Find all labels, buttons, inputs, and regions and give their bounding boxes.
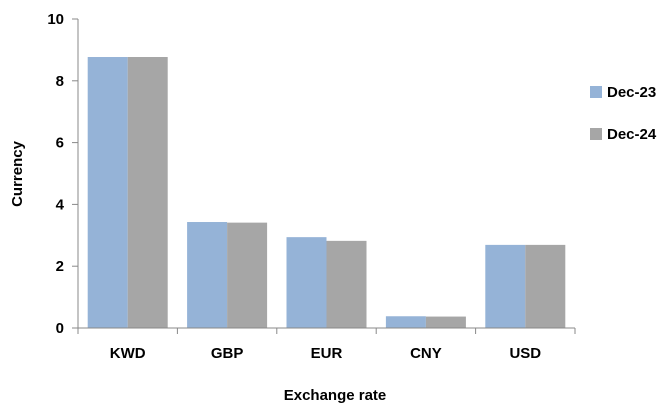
bar-dec-23-usd <box>485 244 526 328</box>
y-tick-label: 6 <box>56 135 64 152</box>
y-tick-label: 2 <box>56 258 64 275</box>
x-tick-label: KWD <box>110 345 146 362</box>
y-tick-label: 10 <box>47 11 64 28</box>
bar-dec-24-eur <box>326 240 367 328</box>
legend: Dec-23 Dec-24 <box>590 84 657 143</box>
bar-dec-23-eur <box>286 237 327 328</box>
bar-dec-24-usd <box>525 244 566 328</box>
bar-dec-24-kwd <box>127 57 168 329</box>
x-tick-label: EUR <box>311 345 343 362</box>
bars-group <box>87 57 566 329</box>
bar-dec-23-gbp <box>187 222 228 328</box>
y-tick-label: 8 <box>56 73 64 90</box>
y-axis-title: Currency <box>9 140 26 207</box>
bar-dec-23-cny <box>385 316 426 328</box>
legend-label: Dec-24 <box>607 126 657 143</box>
x-tick-label: GBP <box>211 345 244 362</box>
legend-label: Dec-23 <box>607 84 656 101</box>
legend-swatch <box>590 128 602 140</box>
x-tick-label: USD <box>509 345 541 362</box>
x-ticks-group: KWD GBP EUR CNY USD <box>77 328 576 362</box>
y-ticks-group: 0 2 4 6 8 10 <box>47 11 78 337</box>
bar-dec-24-cny <box>425 316 466 328</box>
x-axis-title: Exchange rate <box>284 387 387 404</box>
y-tick-label: 0 <box>56 320 64 337</box>
x-tick-label: CNY <box>410 345 442 362</box>
bar-dec-24-gbp <box>227 222 268 328</box>
plot-area: 0 2 4 6 8 10 KWD GBP EUR CNY USD <box>47 11 576 362</box>
bar-dec-23-kwd <box>87 57 128 329</box>
y-tick-label: 4 <box>56 196 65 213</box>
legend-swatch <box>590 86 602 98</box>
